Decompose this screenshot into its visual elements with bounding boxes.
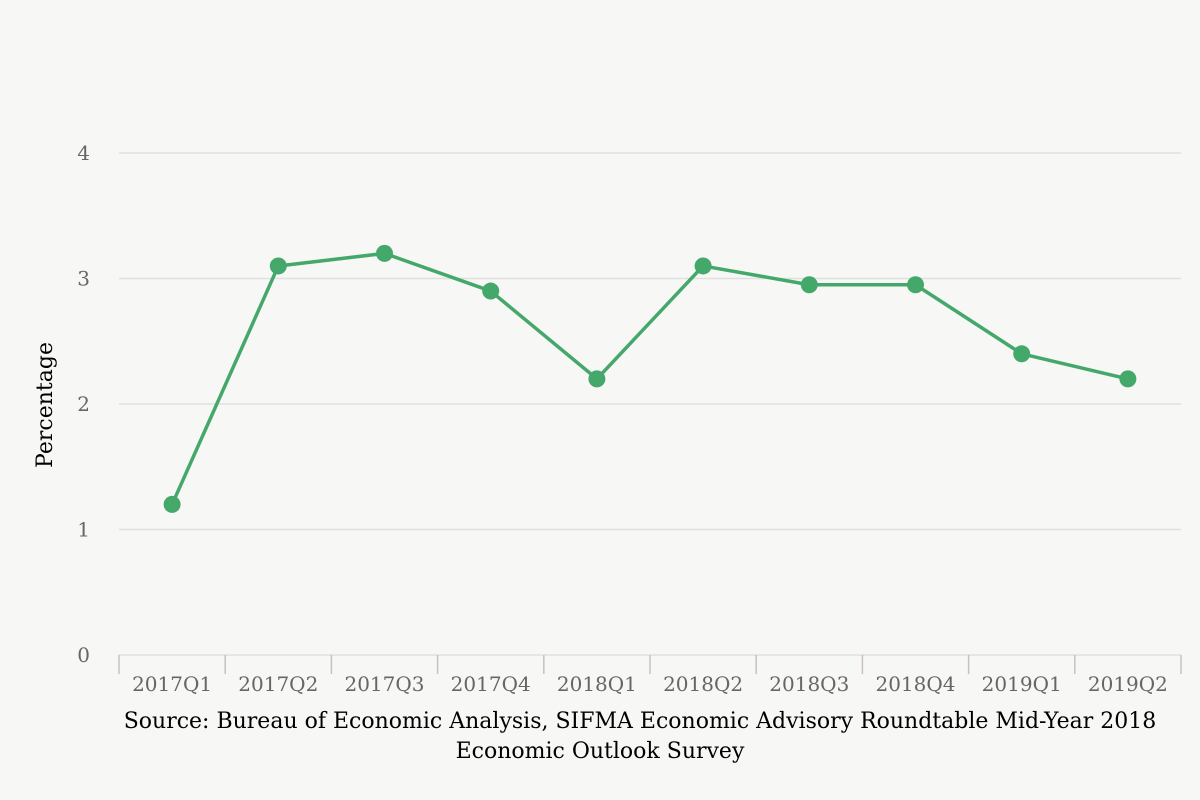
y-tick-label: 3	[77, 267, 90, 291]
y-tick-label: 0	[77, 643, 90, 667]
source-note-line-1: Source: Bureau of Economic Analysis, SIF…	[123, 709, 1157, 734]
series-line	[170, 251, 1129, 506]
series-line-layer	[163, 244, 1137, 513]
data-point-2019Q1	[1013, 345, 1031, 363]
data-point-2017Q2	[269, 257, 287, 275]
y-axis-ticks: 0 1 2 3 4	[77, 141, 90, 667]
y-tick-label: 2	[77, 392, 90, 416]
x-tick-label: 2017Q3	[344, 672, 424, 696]
y-axis-title: Percentage	[33, 342, 58, 468]
data-point-2019Q2	[1119, 370, 1137, 388]
x-axis: 2017Q1 2017Q2 2017Q3 2017Q4 2018Q1 2018Q2 2018…	[118, 654, 1182, 696]
x-tick-label: 2018Q1	[557, 672, 637, 696]
x-tick-label: 2017Q2	[238, 672, 318, 696]
gridlines	[119, 152, 1181, 531]
data-point-2018Q2	[694, 257, 712, 275]
x-tick-label: 2018Q4	[875, 672, 955, 696]
x-tick-label: 2018Q2	[663, 672, 743, 696]
data-point-2018Q1	[588, 370, 606, 388]
data-point-2018Q3	[800, 276, 818, 294]
y-tick-label: 4	[77, 141, 90, 165]
x-tick-label: 2019Q1	[982, 672, 1062, 696]
data-point-2017Q4	[482, 282, 500, 300]
source-note-line-2: Economic Outlook Survey	[455, 739, 745, 764]
x-tick-label: 2017Q1	[132, 672, 212, 696]
y-tick-label: 1	[77, 518, 90, 542]
x-tick-label: 2017Q4	[451, 672, 531, 696]
data-point-2017Q1	[163, 495, 181, 513]
x-tick-label: 2019Q2	[1088, 672, 1168, 696]
data-point-2018Q4	[907, 276, 924, 294]
data-point-2017Q3	[376, 244, 393, 262]
x-tick-label: 2018Q3	[769, 672, 849, 696]
